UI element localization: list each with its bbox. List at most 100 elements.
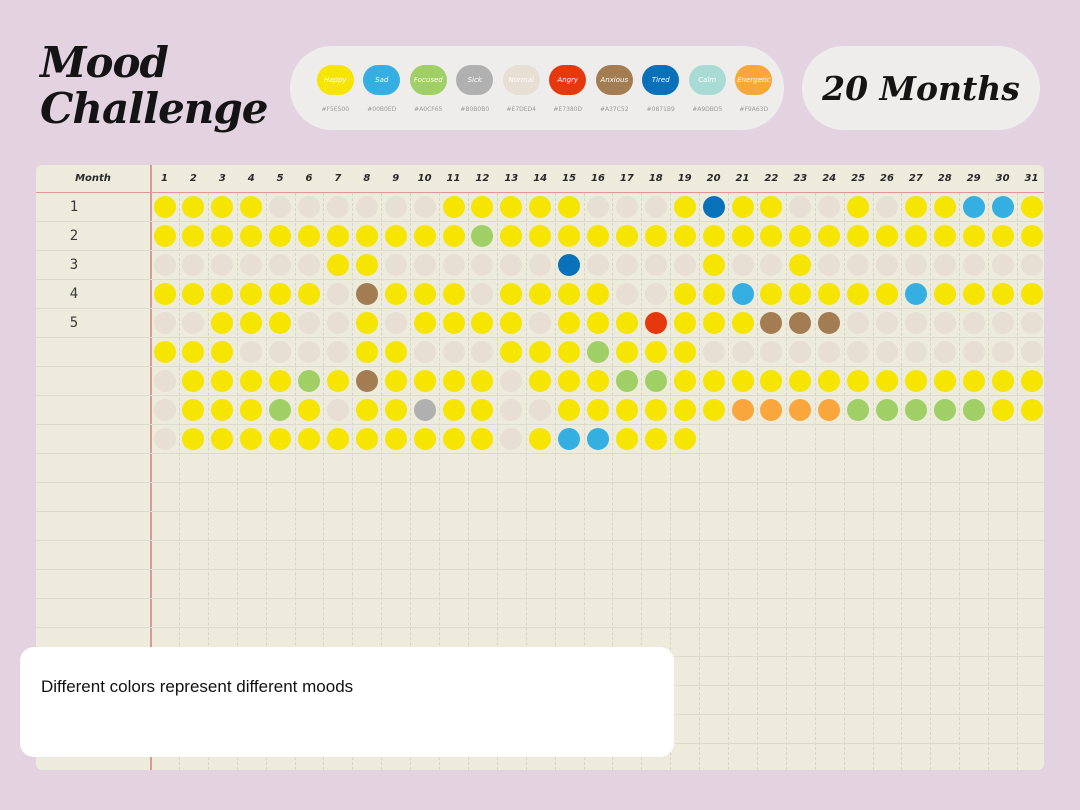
mood-dot-happy[interactable] — [326, 254, 349, 276]
mood-dot-happy[interactable] — [1020, 196, 1043, 218]
mood-dot-happy[interactable] — [1020, 225, 1043, 247]
mood-dot-happy[interactable] — [876, 370, 898, 392]
mood-dot-anxious[interactable] — [789, 312, 812, 334]
mood-dot-sick[interactable] — [413, 399, 436, 421]
mood-dot-happy[interactable] — [442, 399, 465, 421]
mood-dot-sad[interactable] — [587, 428, 609, 450]
mood-dot-normal[interactable] — [644, 254, 667, 276]
mood-dot-happy[interactable] — [384, 370, 407, 392]
mood-dot-happy[interactable] — [587, 225, 609, 247]
mood-dot-focused[interactable] — [847, 399, 870, 421]
mood-dot-energetic[interactable] — [731, 399, 754, 421]
mood-dot-happy[interactable] — [847, 225, 870, 247]
mood-dot-happy[interactable] — [615, 428, 638, 450]
mood-dot-normal[interactable] — [933, 254, 956, 276]
mood-dot-happy[interactable] — [558, 370, 581, 392]
mood-dot-happy[interactable] — [211, 225, 234, 247]
mood-dot-happy[interactable] — [731, 312, 754, 334]
mood-dot-normal[interactable] — [847, 254, 870, 276]
mood-dot-normal[interactable] — [413, 196, 436, 218]
mood-dot-happy[interactable] — [615, 225, 638, 247]
mood-dot-energetic[interactable] — [760, 399, 783, 421]
mood-dot-happy[interactable] — [211, 196, 234, 218]
mood-dot-focused[interactable] — [298, 370, 320, 392]
mood-dot-happy[interactable] — [500, 312, 523, 334]
mood-dot-focused[interactable] — [876, 399, 898, 421]
mood-dot-happy[interactable] — [587, 283, 609, 305]
mood-dot-happy[interactable] — [558, 225, 581, 247]
mood-dot-normal[interactable] — [153, 428, 176, 450]
mood-dot-happy[interactable] — [355, 254, 378, 276]
mood-dot-happy[interactable] — [269, 225, 292, 247]
mood-dot-normal[interactable] — [991, 341, 1014, 363]
mood-dot-focused[interactable] — [644, 370, 667, 392]
mood-dot-happy[interactable] — [442, 283, 465, 305]
mood-dot-happy[interactable] — [962, 370, 985, 392]
mood-dot-happy[interactable] — [211, 283, 234, 305]
mood-dot-happy[interactable] — [529, 370, 552, 392]
mood-dot-happy[interactable] — [298, 399, 320, 421]
mood-dot-happy[interactable] — [558, 196, 581, 218]
mood-dot-happy[interactable] — [442, 312, 465, 334]
mood-dot-normal[interactable] — [269, 341, 292, 363]
mood-dot-happy[interactable] — [153, 225, 176, 247]
mood-dot-happy[interactable] — [384, 225, 407, 247]
mood-dot-happy[interactable] — [702, 283, 725, 305]
mood-dot-happy[interactable] — [211, 428, 234, 450]
mood-dot-normal[interactable] — [818, 341, 841, 363]
mood-dot-happy[interactable] — [818, 225, 841, 247]
mood-dot-happy[interactable] — [413, 312, 436, 334]
mood-dot-happy[interactable] — [500, 196, 523, 218]
mood-dot-normal[interactable] — [1020, 341, 1043, 363]
mood-dot-happy[interactable] — [558, 341, 581, 363]
mood-dot-normal[interactable] — [876, 312, 898, 334]
mood-dot-happy[interactable] — [182, 225, 205, 247]
mood-dot-happy[interactable] — [384, 428, 407, 450]
mood-dot-happy[interactable] — [847, 370, 870, 392]
mood-dot-happy[interactable] — [731, 370, 754, 392]
mood-dot-normal[interactable] — [702, 341, 725, 363]
mood-dot-normal[interactable] — [529, 254, 552, 276]
mood-dot-normal[interactable] — [326, 399, 349, 421]
mood-dot-normal[interactable] — [298, 312, 320, 334]
mood-dot-happy[interactable] — [326, 225, 349, 247]
mood-dot-happy[interactable] — [211, 370, 234, 392]
mood-dot-happy[interactable] — [933, 370, 956, 392]
mood-dot-normal[interactable] — [298, 341, 320, 363]
mood-dot-happy[interactable] — [818, 283, 841, 305]
mood-dot-happy[interactable] — [876, 225, 898, 247]
mood-dot-normal[interactable] — [298, 196, 320, 218]
mood-dot-happy[interactable] — [991, 283, 1014, 305]
mood-dot-sad[interactable] — [962, 196, 985, 218]
mood-dot-happy[interactable] — [702, 399, 725, 421]
mood-dot-happy[interactable] — [529, 341, 552, 363]
mood-dot-anxious[interactable] — [355, 370, 378, 392]
mood-dot-happy[interactable] — [587, 312, 609, 334]
mood-dot-happy[interactable] — [500, 341, 523, 363]
mood-dot-normal[interactable] — [615, 196, 638, 218]
mood-dot-normal[interactable] — [847, 341, 870, 363]
mood-dot-normal[interactable] — [211, 254, 234, 276]
mood-dot-normal[interactable] — [962, 254, 985, 276]
mood-dot-normal[interactable] — [413, 341, 436, 363]
mood-dot-happy[interactable] — [384, 283, 407, 305]
mood-dot-happy[interactable] — [240, 428, 263, 450]
mood-dot-happy[interactable] — [904, 196, 927, 218]
mood-dot-happy[interactable] — [240, 312, 263, 334]
mood-dot-tired[interactable] — [558, 254, 581, 276]
mood-dot-happy[interactable] — [326, 370, 349, 392]
mood-dot-normal[interactable] — [904, 312, 927, 334]
mood-dot-normal[interactable] — [153, 312, 176, 334]
mood-dot-anxious[interactable] — [355, 283, 378, 305]
mood-dot-happy[interactable] — [240, 196, 263, 218]
mood-dot-normal[interactable] — [153, 399, 176, 421]
mood-dot-focused[interactable] — [962, 399, 985, 421]
mood-dot-normal[interactable] — [500, 254, 523, 276]
mood-dot-happy[interactable] — [933, 196, 956, 218]
mood-dot-happy[interactable] — [153, 341, 176, 363]
mood-dot-anxious[interactable] — [818, 312, 841, 334]
mood-dot-happy[interactable] — [991, 399, 1014, 421]
mood-dot-normal[interactable] — [529, 399, 552, 421]
mood-dot-normal[interactable] — [384, 196, 407, 218]
mood-dot-energetic[interactable] — [789, 399, 812, 421]
